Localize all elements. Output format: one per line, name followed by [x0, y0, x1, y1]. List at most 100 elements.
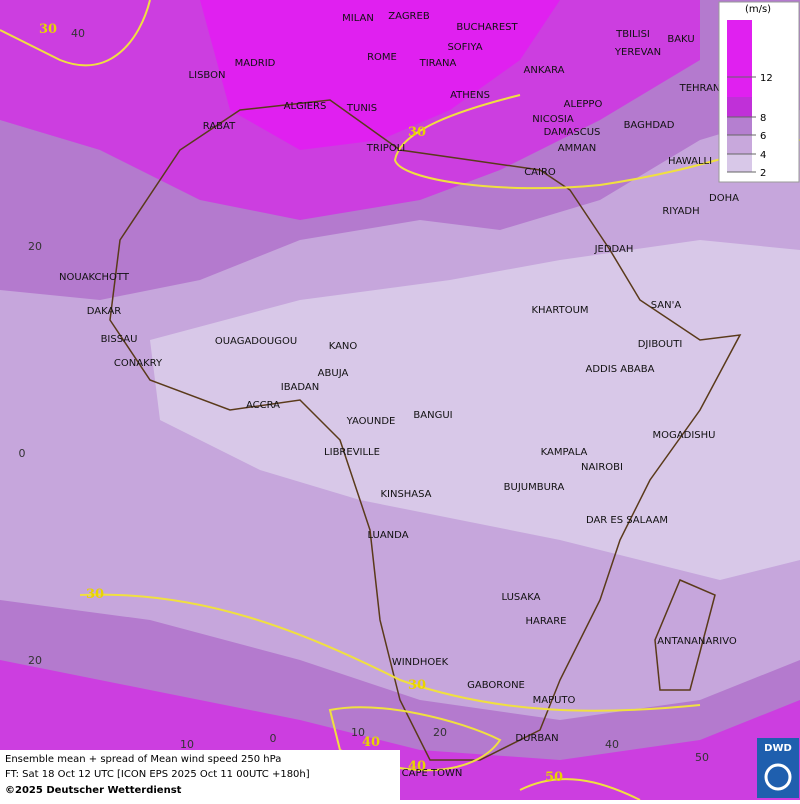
city-label: BISSAU — [101, 334, 138, 345]
city-label: ALGIERS — [284, 101, 327, 112]
contour-label: 40 — [408, 759, 426, 774]
city-label: ABUJA — [318, 368, 349, 379]
contour-label: 50 — [545, 770, 563, 785]
city-label: KANO — [329, 341, 358, 352]
logo: DWD — [764, 743, 792, 754]
city-label: LIBREVILLE — [324, 447, 380, 458]
city-label: HARARE — [525, 616, 566, 627]
city-label: MAPUTO — [533, 695, 576, 706]
longitude-label: 10 — [351, 726, 365, 739]
legend-ticks: 2 4 6 8 12 — [727, 73, 773, 179]
legend-tick-label: 4 — [760, 150, 766, 161]
city-label: ZAGREB — [388, 11, 430, 22]
coastline — [654, 579, 716, 691]
logo-icon — [764, 763, 792, 791]
longitude-label: 40 — [605, 738, 619, 751]
city-label: ANKARA — [524, 65, 565, 76]
city-label: DAR ES SALAAM — [586, 515, 668, 526]
city-label: DJIBOUTI — [638, 339, 683, 350]
city-label: BAGHDAD — [624, 120, 675, 131]
city-label: GABORONE — [467, 680, 525, 691]
city-label: NAIROBI — [581, 462, 623, 473]
city-label: TUNIS — [346, 103, 377, 114]
city-label: BANGUI — [413, 410, 452, 421]
city-label: DAMASCUS — [544, 127, 601, 138]
city-label: BUJUMBURA — [504, 482, 565, 493]
city-label: MILAN — [342, 13, 374, 24]
city-label: LUANDA — [367, 530, 408, 541]
legend-swatch — [727, 97, 752, 117]
latitude-label: 20 — [28, 240, 42, 253]
city-label: JEDDAH — [594, 244, 634, 255]
coastline — [109, 99, 742, 761]
city-label: OUAGADOUGOU — [215, 336, 297, 347]
legend-swatch — [727, 117, 752, 135]
city-label: AMMAN — [558, 143, 596, 154]
footer-title: Ensemble mean + spread of Mean wind spee… — [5, 754, 281, 765]
city-label: ACCRA — [246, 400, 280, 411]
legend-tick-label: 6 — [760, 131, 766, 142]
city-label: ATHENS — [450, 90, 490, 101]
city-label: KHARTOUM — [531, 305, 588, 316]
city-label: IBADAN — [281, 382, 320, 393]
city-label: MOGADISHU — [653, 430, 716, 441]
city-label: RABAT — [203, 121, 236, 132]
latitude-label: 40 — [71, 27, 85, 40]
zone — [150, 240, 800, 580]
city-label: ROME — [367, 52, 397, 63]
city-label: NICOSIA — [532, 114, 574, 125]
city-label: SOFIYA — [447, 42, 482, 53]
city-label: TIRANA — [419, 58, 457, 69]
contour-line — [0, 0, 151, 67]
legend-swatch — [727, 20, 752, 97]
city-label: DURBAN — [515, 733, 558, 744]
longitude-label: 20 — [433, 726, 447, 739]
legend-tick-label: 12 — [760, 73, 773, 84]
city-label: KAMPALA — [541, 447, 588, 458]
city-label: SAN'A — [651, 300, 682, 311]
contour-label: 30 — [408, 125, 426, 140]
legend-swatch — [727, 154, 752, 172]
city-label: HAWALLI — [668, 156, 712, 167]
city-label: DAKAR — [87, 306, 122, 317]
city-label: TEHRAN — [679, 83, 721, 94]
longitude-label: 50 — [695, 751, 709, 764]
contour-label: 30 — [86, 587, 104, 602]
footer-box — [0, 750, 400, 800]
city-label: ANTANANARIVO — [657, 636, 737, 647]
city-label: LUSAKA — [502, 592, 541, 603]
zone — [200, 0, 560, 150]
contour-line — [79, 593, 701, 712]
city-label: NOUAKCHOTT — [59, 272, 130, 283]
footer-copyright: ©2025 Deutscher Wetterdienst — [5, 785, 182, 796]
city-label: CAPE TOWN — [402, 768, 463, 779]
city-label: MADRID — [235, 58, 276, 69]
city-label: YEREVAN — [614, 47, 661, 58]
legend-tick-label: 8 — [760, 113, 766, 124]
city-label: RIYADH — [662, 206, 699, 217]
contour-label: 40 — [362, 735, 380, 750]
city-label: ALEPPO — [564, 99, 603, 110]
city-label: YAOUNDE — [346, 416, 396, 427]
footer-forecast: FT: Sat 18 Oct 12 UTC [ICON EPS 2025 Oct… — [5, 769, 310, 780]
latitude-label: 0 — [19, 447, 26, 460]
longitude-label: 0 — [270, 732, 277, 745]
city-label: TRIPOLI — [366, 143, 405, 154]
city-label: CAIRO — [524, 167, 556, 178]
city-label: CONAKRY — [114, 358, 163, 369]
contour-label: 30 — [408, 678, 426, 693]
city-label: WINDHOEK — [392, 657, 449, 668]
city-label: ADDIS ABABA — [586, 364, 655, 375]
latitude-label: 20 — [28, 654, 42, 667]
city-label: KINSHASA — [380, 489, 431, 500]
contour-label: 30 — [39, 22, 57, 37]
legend-unit: (m/s) — [745, 4, 771, 15]
city-label: BAKU — [667, 34, 694, 45]
legend-swatch — [727, 135, 752, 154]
longitude-label: 10 — [180, 738, 194, 751]
city-label: LISBON — [189, 70, 226, 81]
city-label: TBILISI — [615, 29, 650, 40]
legend-tick-label: 2 — [760, 168, 766, 179]
